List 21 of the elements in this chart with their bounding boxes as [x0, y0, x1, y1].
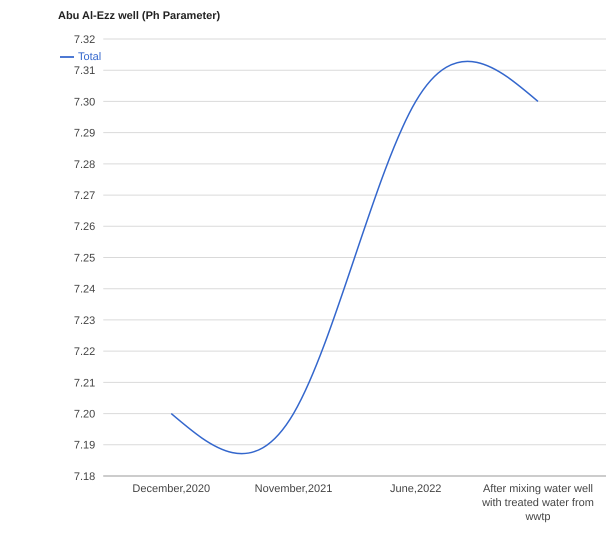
- legend-label: Total: [78, 50, 102, 63]
- y-tick-label: 7.21: [74, 377, 96, 390]
- y-tick-label: 7.22: [74, 346, 96, 358]
- x-tick-label: December,2020: [132, 483, 210, 495]
- y-tick-label: 7.26: [74, 221, 96, 234]
- y-tick-label: 7.27: [74, 190, 96, 202]
- y-tick-label: 7.32: [74, 34, 96, 46]
- y-tick-label: 7.20: [74, 408, 96, 420]
- y-tick-label: 7.29: [74, 128, 96, 140]
- y-tick-label: 7.31: [74, 65, 96, 78]
- x-tick-label: November,2021: [254, 483, 332, 495]
- y-tick-label: 7.19: [74, 440, 96, 452]
- y-tick-label: 7.30: [74, 96, 96, 108]
- x-tick-label: After mixing water well with treated water from wwtp: [481, 483, 594, 523]
- y-tick-label: 7.23: [74, 314, 96, 327]
- y-tick-label: 7.18: [74, 470, 96, 483]
- y-tick-label: 7.25: [74, 252, 96, 264]
- chart-title: Abu Al-Ezz well (Ph Parameter): [58, 10, 220, 22]
- x-tick-label: June,2022: [390, 483, 442, 495]
- y-tick-label: 7.28: [74, 158, 96, 171]
- y-tick-label: 7.24: [74, 284, 96, 296]
